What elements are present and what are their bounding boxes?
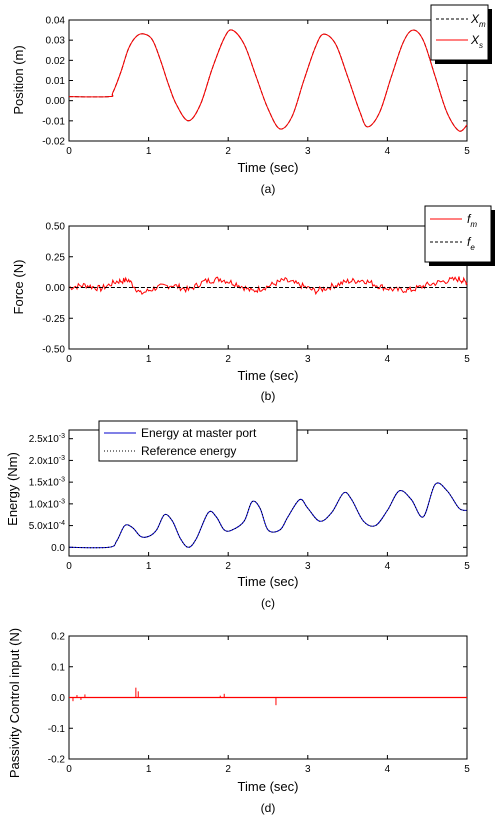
y-tick-label: -0.25 <box>42 314 65 325</box>
series-line-fm <box>68 276 468 296</box>
y-tick-label: 1.0x10-3 <box>29 498 65 510</box>
x-tick-label: 5 <box>464 146 470 157</box>
panel-caption: (c) <box>261 596 275 610</box>
panel-caption: (a) <box>261 182 276 196</box>
panel-d-passivity-control: -0.2 -0.1 0.0 0.1 0.2 0 1 2 3 4 5 Passivity Contr… <box>7 628 470 815</box>
legend-label-xs: Xs <box>470 33 483 50</box>
y-tick-label: 0.25 <box>46 252 66 263</box>
x-tick-label: 4 <box>385 764 391 775</box>
data-lines <box>68 482 468 549</box>
y-tick-label: 0.01 <box>46 76 66 87</box>
y-axis-label: Energy (Nm) <box>5 452 20 526</box>
x-axis-label: Time (sec) <box>238 160 299 175</box>
x-tick-label: 2 <box>225 354 231 365</box>
x-tick-label: 5 <box>464 561 470 572</box>
x-tick-label: 3 <box>305 561 311 572</box>
y-tick-label: -0.01 <box>42 116 65 127</box>
x-tick-label: 4 <box>385 561 391 572</box>
legend-label-reference: Reference energy <box>141 444 236 458</box>
x-tick-label: 1 <box>146 561 152 572</box>
data-lines <box>68 29 468 132</box>
y-tick-label: 0.00 <box>46 283 66 294</box>
y-tick-label: 0.0 <box>51 693 65 704</box>
series-line-Xm <box>68 29 468 132</box>
y-tick-label: 0.03 <box>46 36 66 47</box>
legend-label-xm: Xm <box>470 12 486 29</box>
x-tick-labels: 0 1 2 3 4 5 <box>66 636 470 775</box>
panel-caption: (d) <box>261 801 276 815</box>
x-tick-labels: 0 1 2 3 4 5 <box>66 20 470 157</box>
y-tick-labels: -0.2 -0.1 0.0 0.1 0.2 <box>48 632 467 766</box>
y-tick-label: 2.5x10-3 <box>29 433 65 445</box>
x-tick-label: 3 <box>305 146 311 157</box>
panel-caption: (b) <box>261 389 276 403</box>
x-tick-label: 3 <box>305 354 311 365</box>
legend-box: fm fe <box>424 205 495 266</box>
x-tick-label: 1 <box>146 354 152 365</box>
y-axis-label: Position (m) <box>11 45 26 114</box>
y-tick-label: -0.2 <box>48 755 66 766</box>
x-tick-label: 0 <box>66 354 72 365</box>
y-axis-label: Force (N) <box>11 260 26 315</box>
x-tick-label: 1 <box>146 764 152 775</box>
y-tick-labels: -0.50 -0.25 0.00 0.25 0.50 <box>42 222 467 356</box>
series-line-Energy at master port <box>68 482 468 549</box>
x-tick-label: 4 <box>385 354 391 365</box>
x-axis-label: Time (sec) <box>238 779 299 794</box>
x-tick-label: 0 <box>66 764 72 775</box>
legend-label-fe: fe <box>467 235 475 252</box>
y-tick-label: -0.1 <box>48 724 66 735</box>
x-axis-label: Time (sec) <box>238 574 299 589</box>
series-line-Reference energy <box>68 482 468 549</box>
x-tick-label: 0 <box>66 146 72 157</box>
x-tick-label: 4 <box>385 146 391 157</box>
x-tick-label: 5 <box>464 764 470 775</box>
y-tick-label: 0.00 <box>46 96 66 107</box>
x-tick-label: 2 <box>225 146 231 157</box>
y-tick-label: 0.1 <box>51 662 65 673</box>
y-tick-labels: 0.0 5.0x10-4 1.0x10-3 1.5x10-3 2.0x10-3 2.5x1… <box>29 433 467 554</box>
plot-frame <box>68 19 468 142</box>
x-tick-labels: 0 1 2 3 4 5 <box>66 226 470 365</box>
x-tick-labels: 0 1 2 3 4 5 <box>66 430 470 572</box>
x-axis-label: Time (sec) <box>238 368 299 383</box>
x-tick-label: 3 <box>305 764 311 775</box>
y-tick-label: 0.50 <box>46 222 66 233</box>
y-axis-label: Passivity Control input (N) <box>7 628 22 778</box>
y-tick-label: 5.0x10-4 <box>29 520 65 532</box>
legend-box: Xm Xs <box>430 4 492 64</box>
data-lines <box>69 687 467 706</box>
x-tick-label: 5 <box>464 354 470 365</box>
series-line-Xs <box>68 29 468 132</box>
y-tick-label: -0.02 <box>42 137 65 148</box>
y-tick-label: 0.0 <box>51 543 65 554</box>
x-tick-label: 2 <box>225 764 231 775</box>
legend-box: Energy at master port Reference energy <box>98 420 298 462</box>
y-tick-labels: -0.02 -0.01 0.00 0.01 0.02 0.03 0.04 <box>42 16 467 148</box>
y-tick-label: 0.04 <box>46 16 66 27</box>
y-tick-label: 0.02 <box>46 56 66 67</box>
x-tick-label: 0 <box>66 561 72 572</box>
data-lines <box>68 276 468 296</box>
y-tick-label: 0.2 <box>51 632 65 643</box>
panel-a-position: -0.02 -0.01 0.00 0.01 0.02 0.03 0.04 0 1 2 3 4 5 Po… <box>11 4 492 196</box>
x-tick-label: 2 <box>225 561 231 572</box>
panel-c-energy: 0.0 5.0x10-4 1.0x10-3 1.5x10-3 2.0x10-3 2.5x1… <box>5 420 470 610</box>
legend-label-master: Energy at master port <box>141 426 257 440</box>
y-tick-label: 1.5x10-3 <box>29 477 65 489</box>
x-tick-label: 1 <box>146 146 152 157</box>
y-tick-label: 2.0x10-3 <box>29 455 65 467</box>
legend-label-fm: fm <box>467 212 477 229</box>
y-tick-label: -0.50 <box>42 345 65 356</box>
